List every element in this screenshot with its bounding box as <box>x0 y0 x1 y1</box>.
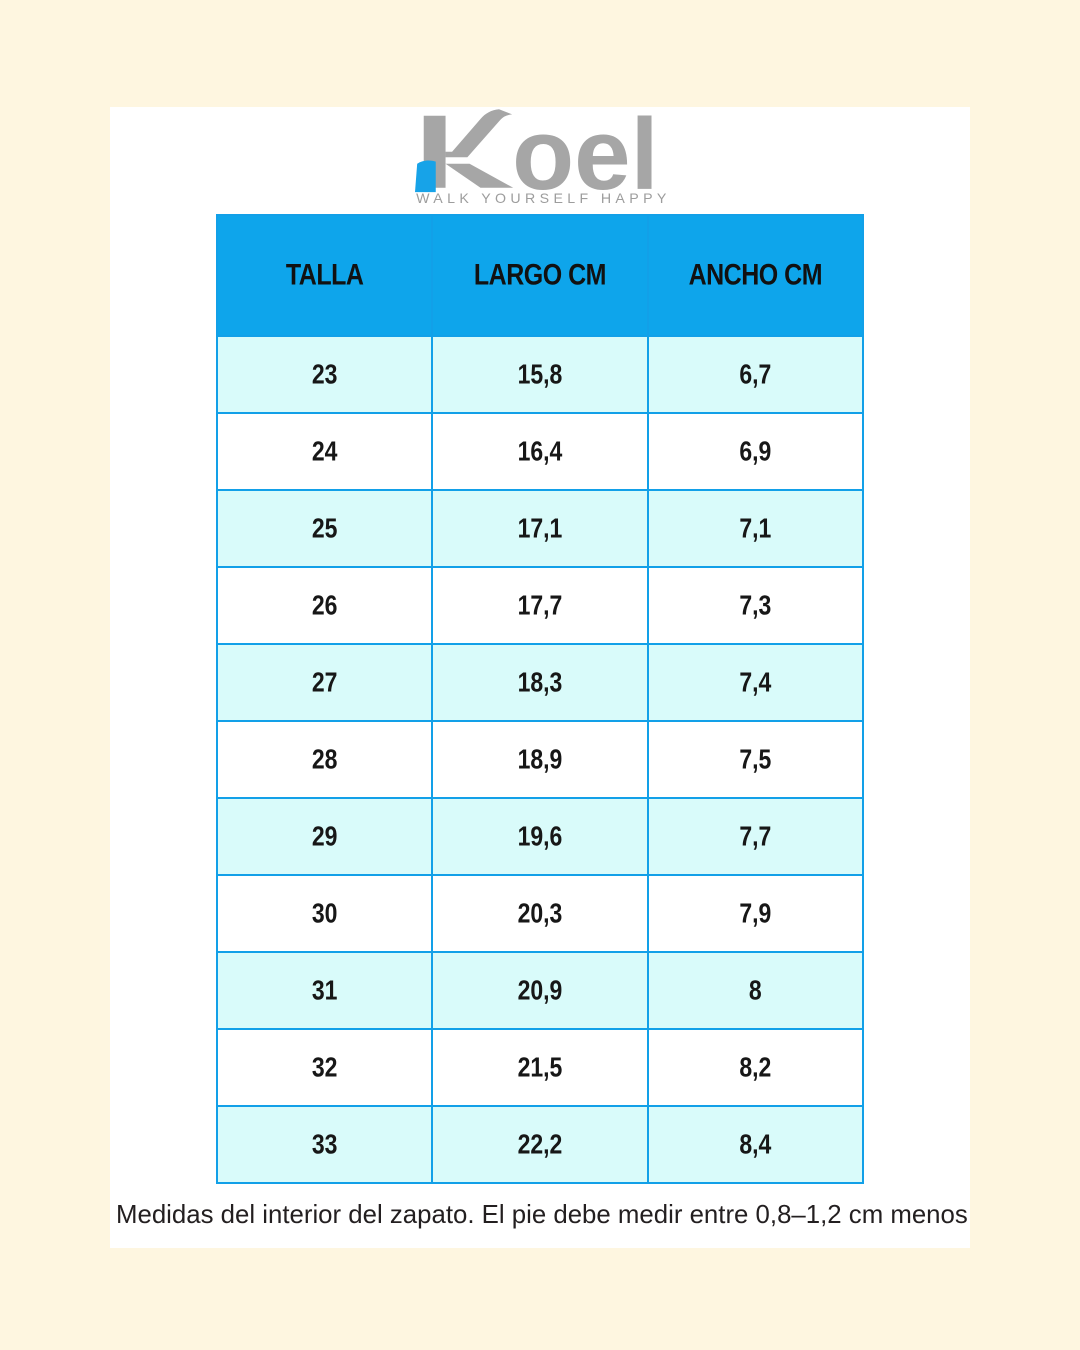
svg-text:WALK YOURSELF HAPPY: WALK YOURSELF HAPPY <box>416 191 666 207</box>
